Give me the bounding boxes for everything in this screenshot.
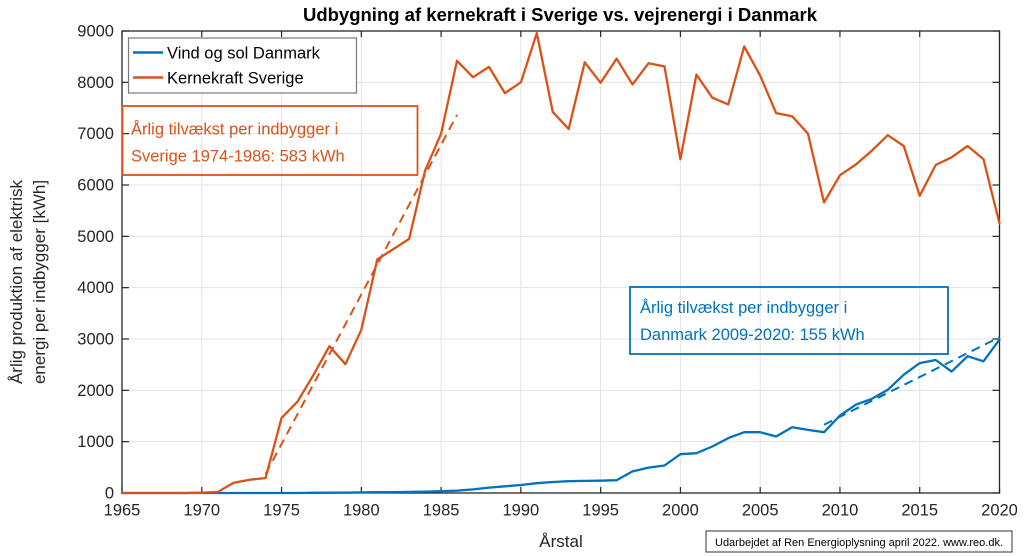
trend-danmark xyxy=(823,336,1000,426)
x-tick-label: 2010 xyxy=(822,502,859,520)
legend-box xyxy=(127,37,358,94)
y-tick-label: 9000 xyxy=(77,23,114,41)
x-tick-label: 1970 xyxy=(183,502,220,520)
annotation-denmark-line1: Årlig tilvækst per indbygger i xyxy=(640,298,847,317)
annotation-sweden-box xyxy=(121,105,419,176)
series-line-vind-og-sol-danmark xyxy=(120,338,1001,495)
y-tick-label: 2000 xyxy=(77,382,114,400)
y-tick-label: 4000 xyxy=(77,279,114,297)
x-tick-label: 1990 xyxy=(503,502,540,520)
x-tick-label: 1995 xyxy=(582,502,619,520)
source-box-border xyxy=(705,530,1013,553)
annotation-denmark-line2: Danmark 2009-2020: 155 kWh xyxy=(640,326,865,344)
trend-sverige xyxy=(264,114,458,475)
y-tick-label: 0 xyxy=(105,485,114,503)
plot-border xyxy=(121,30,1001,494)
x-tick-label: 2005 xyxy=(742,502,779,520)
x-tick-label: 2015 xyxy=(901,502,938,520)
legend-label-sverige: Kernekraft Sverige xyxy=(167,70,304,88)
x-tick-label: 1980 xyxy=(343,502,380,520)
x-tick-label: 1975 xyxy=(263,502,300,520)
y-tick-label: 6000 xyxy=(77,177,114,195)
y-tick-label: 5000 xyxy=(77,228,114,246)
y-tick-label: 7000 xyxy=(77,125,114,143)
y-axis-label-line1: Årlig produktion af elektrisk xyxy=(7,179,26,384)
x-tick-label: 1985 xyxy=(423,502,460,520)
series-line-kernekraft-sverige xyxy=(120,31,1001,495)
source-text: Udarbejdet af Ren Energioplysning april … xyxy=(715,537,1003,549)
y-tick-label: 8000 xyxy=(77,74,114,92)
y-tick-label: 3000 xyxy=(77,331,114,349)
chart-title: Udbygning af kernekraft i Sverige vs. ve… xyxy=(303,4,818,25)
x-tick-label: 2020 xyxy=(981,502,1018,520)
legend-label-danmark: Vind og sol Danmark xyxy=(167,45,321,63)
annotation-sweden-line1: Årlig tilvækst per indbygger i xyxy=(131,120,338,139)
y-tick-label: 1000 xyxy=(77,433,114,451)
x-tick-label: 1965 xyxy=(104,502,141,520)
legend: Vind og sol Danmark Kernekraft Sverige xyxy=(127,37,358,94)
y-axis-label-line2: energi per indbygger [kWh] xyxy=(30,180,49,384)
x-axis-label: Årstal xyxy=(539,532,582,551)
x-tick-label: 2000 xyxy=(662,502,699,520)
annotation-denmark-box xyxy=(629,286,949,355)
axis-ticks xyxy=(121,30,1001,494)
tick-labels: 1965 1970 1975 1980 1985 1990 1995 2000 2005 2010… xyxy=(77,23,1018,520)
source-box: Udarbejdet af Ren Energioplysning april … xyxy=(705,530,1013,553)
annotation-sweden: Årlig tilvækst per indbygger i Sverige 1… xyxy=(121,105,419,176)
annotation-denmark: Årlig tilvækst per indbygger i Danmark 2… xyxy=(629,286,949,355)
annotation-sweden-line2: Sverige 1974-1986: 583 kWh xyxy=(131,148,345,166)
grid-lines xyxy=(122,31,1000,493)
data-series xyxy=(120,31,1001,495)
